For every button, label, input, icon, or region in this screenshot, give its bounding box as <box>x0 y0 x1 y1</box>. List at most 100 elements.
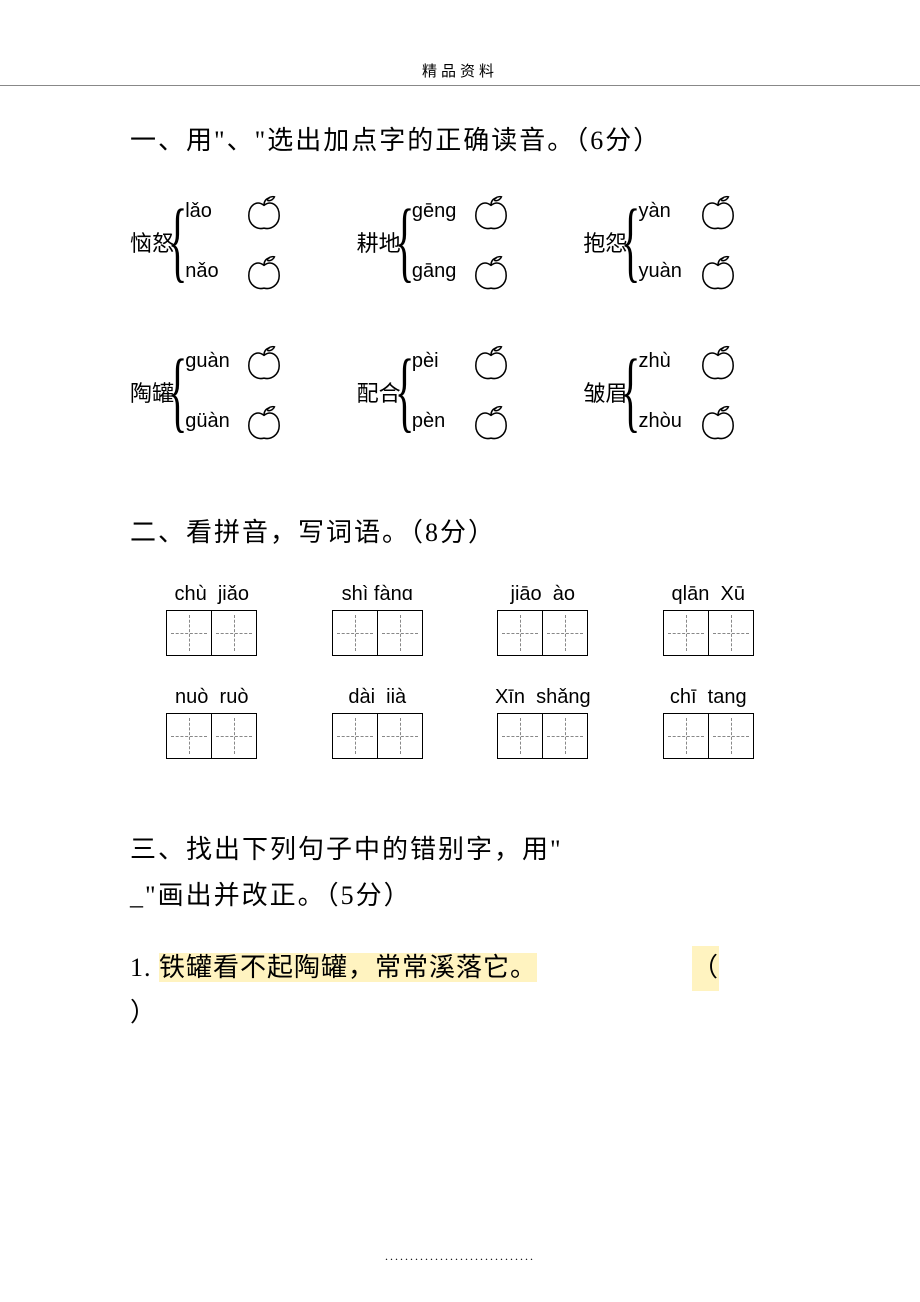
pinyin-option: nǎo <box>185 260 245 283</box>
char-box <box>542 610 588 656</box>
option-row: nǎo <box>185 252 283 292</box>
char-box <box>166 610 212 656</box>
ex2-cell: nuò ruò <box>134 686 290 759</box>
option-row: guàn <box>185 342 283 382</box>
apple-icon <box>699 192 737 232</box>
ex2-cell: chī tang <box>631 686 787 759</box>
brace-icon: { <box>168 197 187 287</box>
option-row: yuàn <box>639 252 737 292</box>
apple-icon <box>245 252 283 292</box>
ex2-pinyin: nuò ruò <box>175 686 248 709</box>
char-box <box>332 610 378 656</box>
apple-icon <box>699 252 737 292</box>
option-row: gēng <box>412 192 510 232</box>
char-box <box>542 713 588 759</box>
ex2-pinyin: chù jiǎo <box>175 583 250 606</box>
q1-sentence: 铁罐看不起陶罐，常常溪落它。 <box>159 953 537 982</box>
q1-paren-open: （ <box>692 946 719 990</box>
char-box <box>708 610 754 656</box>
section3-title-line1: 三、找出下列句子中的错别字，用" <box>130 829 790 871</box>
apple-icon <box>245 402 283 442</box>
section3-title-line2: _"画出并改正。（5分） <box>130 875 790 917</box>
ex2-pinyin: qlān Xū <box>672 583 745 606</box>
char-box <box>166 713 212 759</box>
brace-icon: { <box>395 197 414 287</box>
ex1-item: 陶罐 { guàn güàn <box>130 342 337 442</box>
char-box <box>377 713 423 759</box>
brace-icon: { <box>621 197 640 287</box>
option-row: pèn <box>412 402 510 442</box>
q1-number: 1. <box>130 953 152 982</box>
char-box <box>332 713 378 759</box>
char-box <box>663 713 709 759</box>
char-boxes <box>663 713 754 759</box>
ex2-cell: shì fànɑ <box>300 583 456 656</box>
page-header: 精品资料 <box>0 60 920 86</box>
char-box <box>663 610 709 656</box>
char-box <box>211 713 257 759</box>
pinyin-option: zhòu <box>639 410 699 433</box>
exercise1-grid: 恼怒 { lǎo nǎo 耕地 { <box>130 192 790 442</box>
pinyin-option: yuàn <box>639 260 699 283</box>
brace-icon: { <box>395 347 414 437</box>
char-boxes <box>332 610 423 656</box>
ex1-item: 配合 { pèi pèn <box>357 342 564 442</box>
char-boxes <box>497 610 588 656</box>
ex2-cell: Xīn shǎng <box>465 686 621 759</box>
pinyin-option: guàn <box>185 350 245 373</box>
apple-icon <box>472 402 510 442</box>
ex2-cell: dài iià <box>300 686 456 759</box>
char-box <box>708 713 754 759</box>
char-boxes <box>497 713 588 759</box>
pinyin-option: lǎo <box>185 200 245 223</box>
apple-icon <box>245 342 283 382</box>
option-row: gāng <box>412 252 510 292</box>
ex2-pinyin: Xīn shǎng <box>495 686 591 709</box>
ex2-cell: chù jiǎo <box>134 583 290 656</box>
pinyin-option: pèi <box>412 350 472 373</box>
section1-title: 一、用"、"选出加点字的正确读音。（6分） <box>130 120 790 162</box>
ex2-pinyin: jiāo ào <box>511 583 576 606</box>
brace-icon: { <box>621 347 640 437</box>
ex2-cell: jiāo ào <box>465 583 621 656</box>
ex2-pinyin: shì fànɑ <box>342 583 413 606</box>
option-row: yàn <box>639 192 737 232</box>
pinyin-option: pèn <box>412 410 472 433</box>
apple-icon <box>472 192 510 232</box>
char-boxes <box>332 713 423 759</box>
q1-paren-close: ） <box>130 991 790 1035</box>
apple-icon <box>472 342 510 382</box>
char-box <box>377 610 423 656</box>
apple-icon <box>699 342 737 382</box>
option-row: pèi <box>412 342 510 382</box>
question-1: 1. 铁罐看不起陶罐，常常溪落它。 （ ） <box>130 946 790 1034</box>
pinyin-option: gāng <box>412 260 472 283</box>
apple-icon <box>699 402 737 442</box>
page-footer: .............................. <box>0 1249 920 1264</box>
ex2-cell: qlān Xū <box>631 583 787 656</box>
ex1-item: 抱怨 { yàn yuàn <box>583 192 790 292</box>
apple-icon <box>472 252 510 292</box>
char-box <box>497 713 543 759</box>
pinyin-option: güàn <box>185 410 245 433</box>
ex1-item: 皱眉 { zhù zhòu <box>583 342 790 442</box>
apple-icon <box>245 192 283 232</box>
ex2-pinyin: chī tang <box>670 686 747 709</box>
char-boxes <box>663 610 754 656</box>
char-box <box>497 610 543 656</box>
ex1-item: 耕地 { gēng gāng <box>357 192 564 292</box>
pinyin-option: zhù <box>639 350 699 373</box>
option-row: zhù <box>639 342 737 382</box>
char-boxes <box>166 610 257 656</box>
option-row: güàn <box>185 402 283 442</box>
section2-title: 二、看拼音，写词语。（8分） <box>130 512 790 554</box>
pinyin-option: gēng <box>412 200 472 223</box>
exercise2-grid: chù jiǎo shì fànɑ jiāo ào qlān Xū nuò ru… <box>130 583 790 759</box>
pinyin-option: yàn <box>639 200 699 223</box>
char-boxes <box>166 713 257 759</box>
option-row: lǎo <box>185 192 283 232</box>
brace-icon: { <box>168 347 187 437</box>
char-box <box>211 610 257 656</box>
ex1-item: 恼怒 { lǎo nǎo <box>130 192 337 292</box>
option-row: zhòu <box>639 402 737 442</box>
